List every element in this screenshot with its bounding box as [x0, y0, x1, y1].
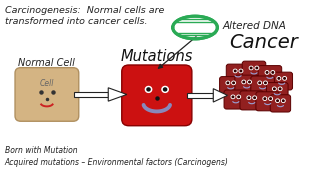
Circle shape — [147, 88, 150, 91]
Circle shape — [278, 87, 282, 90]
Polygon shape — [108, 88, 127, 101]
Circle shape — [239, 69, 243, 73]
FancyBboxPatch shape — [74, 92, 108, 97]
FancyBboxPatch shape — [226, 64, 250, 83]
Circle shape — [162, 86, 168, 92]
Circle shape — [279, 88, 281, 90]
Circle shape — [237, 95, 240, 98]
Text: Normal Cell: Normal Cell — [19, 58, 75, 68]
Text: Cell: Cell — [40, 79, 54, 88]
Circle shape — [283, 100, 284, 102]
Circle shape — [271, 71, 275, 74]
Circle shape — [259, 82, 260, 84]
Circle shape — [253, 96, 256, 99]
FancyBboxPatch shape — [270, 95, 291, 112]
Circle shape — [248, 97, 250, 98]
Circle shape — [284, 78, 285, 79]
Circle shape — [240, 70, 242, 72]
FancyBboxPatch shape — [15, 68, 79, 121]
Circle shape — [274, 88, 275, 90]
FancyBboxPatch shape — [240, 91, 264, 110]
FancyBboxPatch shape — [235, 75, 259, 94]
Circle shape — [164, 88, 167, 91]
Text: Cancer: Cancer — [229, 33, 298, 52]
FancyBboxPatch shape — [256, 92, 279, 111]
FancyBboxPatch shape — [122, 65, 192, 126]
Circle shape — [270, 98, 271, 99]
Circle shape — [278, 78, 280, 79]
Circle shape — [273, 87, 276, 90]
Circle shape — [233, 69, 237, 73]
Circle shape — [233, 82, 234, 84]
Circle shape — [250, 67, 252, 69]
Circle shape — [232, 96, 234, 98]
Circle shape — [265, 82, 266, 84]
FancyBboxPatch shape — [267, 83, 288, 100]
Circle shape — [276, 99, 279, 102]
Text: Born with Mutation
Acquired mutations – Environmental factors (Carcinogens): Born with Mutation Acquired mutations – … — [4, 146, 228, 167]
FancyBboxPatch shape — [187, 93, 213, 98]
Circle shape — [243, 81, 244, 83]
Text: Mutations: Mutations — [121, 49, 193, 64]
Circle shape — [249, 81, 250, 83]
FancyBboxPatch shape — [224, 90, 248, 109]
FancyBboxPatch shape — [271, 72, 292, 90]
Circle shape — [248, 80, 251, 84]
FancyBboxPatch shape — [242, 61, 266, 80]
Circle shape — [242, 80, 245, 84]
Circle shape — [272, 72, 274, 73]
Circle shape — [269, 97, 272, 100]
Circle shape — [283, 77, 286, 80]
Circle shape — [238, 96, 239, 98]
FancyBboxPatch shape — [258, 66, 282, 85]
Circle shape — [256, 67, 258, 69]
Circle shape — [263, 97, 267, 100]
Circle shape — [265, 71, 269, 74]
Circle shape — [255, 66, 259, 70]
Circle shape — [277, 77, 281, 80]
Circle shape — [277, 100, 278, 102]
Circle shape — [234, 70, 236, 72]
Text: Carcinogenesis:  Normal cells are
transformed into cancer cells.: Carcinogenesis: Normal cells are transfo… — [4, 6, 164, 26]
Circle shape — [254, 97, 255, 98]
Circle shape — [232, 81, 235, 84]
Circle shape — [247, 96, 251, 99]
Text: Altered DNA: Altered DNA — [222, 21, 286, 31]
Polygon shape — [213, 89, 228, 102]
Circle shape — [226, 81, 230, 84]
Circle shape — [231, 95, 235, 98]
Circle shape — [249, 66, 253, 70]
Circle shape — [145, 86, 152, 92]
FancyBboxPatch shape — [251, 76, 274, 95]
Circle shape — [266, 72, 268, 73]
Circle shape — [264, 81, 267, 84]
Circle shape — [282, 99, 285, 102]
Circle shape — [227, 82, 229, 84]
FancyBboxPatch shape — [220, 77, 242, 94]
Circle shape — [264, 98, 266, 99]
Circle shape — [258, 81, 261, 84]
